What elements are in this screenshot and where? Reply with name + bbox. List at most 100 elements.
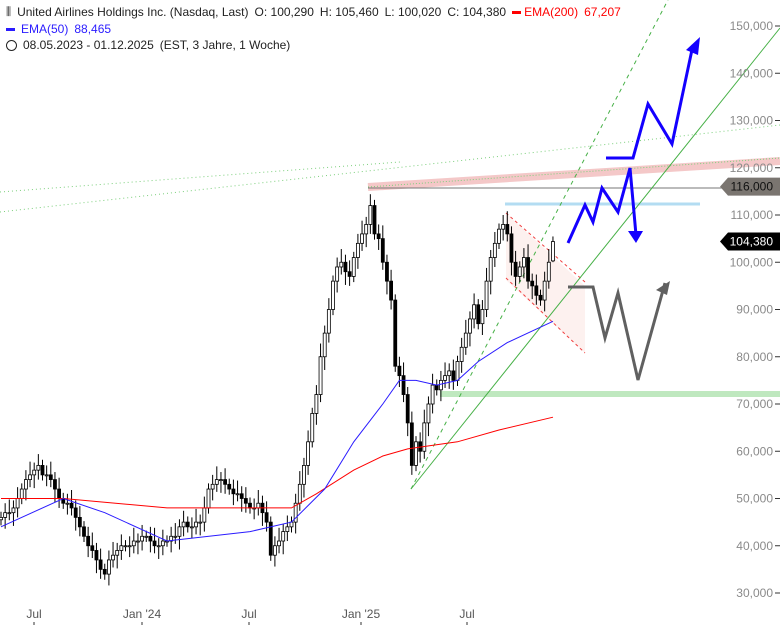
candle-body [414, 441, 418, 466]
candle-body [372, 205, 377, 235]
candle-body [447, 370, 452, 377]
candle-body [28, 474, 32, 480]
annotations-front [566, 37, 700, 381]
ema200-label[interactable]: EMA(200) [524, 5, 579, 19]
candle-body [136, 540, 140, 543]
candle-body [322, 332, 327, 358]
bear-scenario-path [568, 282, 667, 381]
candle-body [343, 261, 348, 273]
ema200-value: 67,207 [584, 5, 621, 19]
y-tick-label: 40,000 [736, 539, 773, 553]
candle-body [94, 550, 99, 561]
x-tick-label: Jul [26, 607, 41, 621]
candle-body [227, 483, 232, 490]
y-tick-label: 100,000 [730, 255, 774, 269]
candle-body [7, 512, 12, 515]
candle-body [297, 483, 302, 504]
candle-body [451, 370, 456, 381]
candle-body [156, 545, 161, 548]
candle-body [123, 545, 128, 548]
candle-body [364, 224, 369, 235]
candle-body [69, 502, 74, 509]
candle-body [376, 233, 381, 240]
candle-body [256, 502, 261, 509]
candle-body [484, 280, 489, 310]
candle-body [385, 261, 389, 282]
y-tick-label: 120,000 [730, 161, 774, 175]
candle-body [32, 469, 37, 476]
x-tick-label: Jan '24 [123, 607, 162, 621]
candle-body [82, 526, 86, 537]
candle-body [177, 526, 182, 537]
trendline [410, 27, 780, 490]
ema50-label[interactable]: EMA(50) [21, 22, 69, 36]
candle-body [144, 535, 149, 538]
y-tick-label: 30,000 [736, 586, 773, 600]
y-tick-label: 130,000 [730, 114, 774, 128]
candles [0, 194, 555, 586]
candle-body [277, 540, 281, 547]
y-tick-label: 50,000 [736, 492, 773, 506]
low-value: L: 100,020 [384, 5, 442, 19]
candle-body [335, 266, 340, 282]
candle-body [44, 474, 49, 477]
y-tick-label: 110,000 [731, 208, 774, 222]
candle-body [127, 545, 132, 548]
candle-body [318, 356, 323, 395]
candle-body [430, 384, 435, 405]
consolidation-path [566, 167, 638, 244]
candle-body [281, 531, 286, 542]
candle-body [181, 521, 186, 528]
candle-body [331, 280, 335, 310]
candle-body [293, 502, 298, 523]
x-axis: Jul Jan '24 Jul Jan '25 Jul [26, 607, 475, 625]
candle-body [422, 422, 427, 452]
candle-body [98, 559, 103, 570]
candle-body [476, 304, 481, 325]
legend-row-1: ⫼ United Airlines Holdings Inc. (Nasdaq,… [6, 5, 621, 19]
candle-body [551, 241, 555, 262]
candle-body [405, 394, 410, 424]
candle-body [459, 346, 464, 362]
candle-body [160, 540, 165, 547]
bull-scenario-path [606, 44, 695, 160]
candle-body [115, 550, 120, 556]
candle-body [351, 257, 356, 277]
candle-body [347, 271, 352, 277]
candle-body [434, 384, 439, 391]
candle-body [355, 242, 360, 258]
candle-body [310, 413, 315, 443]
y-tick-label: 150,000 [730, 19, 774, 33]
candle-body [173, 535, 178, 538]
candle-body [409, 422, 414, 466]
candle-body [517, 266, 522, 277]
date-range: 08.05.2023 - 01.12.2025 [23, 38, 154, 52]
candle-body [248, 502, 252, 509]
candle-body [438, 379, 443, 391]
candle-body [90, 545, 95, 551]
candle-body [239, 493, 244, 499]
candle-body [3, 512, 8, 518]
flag-lower [505, 277, 586, 354]
candle-body [189, 526, 194, 529]
candle-body [468, 318, 472, 334]
candle-body [455, 361, 460, 381]
y-axis: 150,000 140,000 130,000 120,000 110,000 100,0… [730, 19, 780, 600]
y-tick-label: 70,000 [736, 397, 773, 411]
candle-body [497, 228, 501, 244]
candle-body [339, 261, 344, 268]
candle-body [360, 233, 364, 244]
candle-body [538, 294, 543, 301]
candle-body [509, 233, 514, 263]
long-trend-dotted [0, 124, 780, 213]
candle-body [19, 488, 24, 499]
candle-body [86, 535, 91, 547]
candle-body [235, 493, 240, 496]
candle-body [492, 242, 497, 258]
ema200-swatch [512, 10, 522, 14]
resistance-zone [367, 157, 780, 191]
candle-body [223, 479, 228, 485]
price-label: 116,000 [731, 180, 774, 194]
candle-body [185, 521, 190, 528]
